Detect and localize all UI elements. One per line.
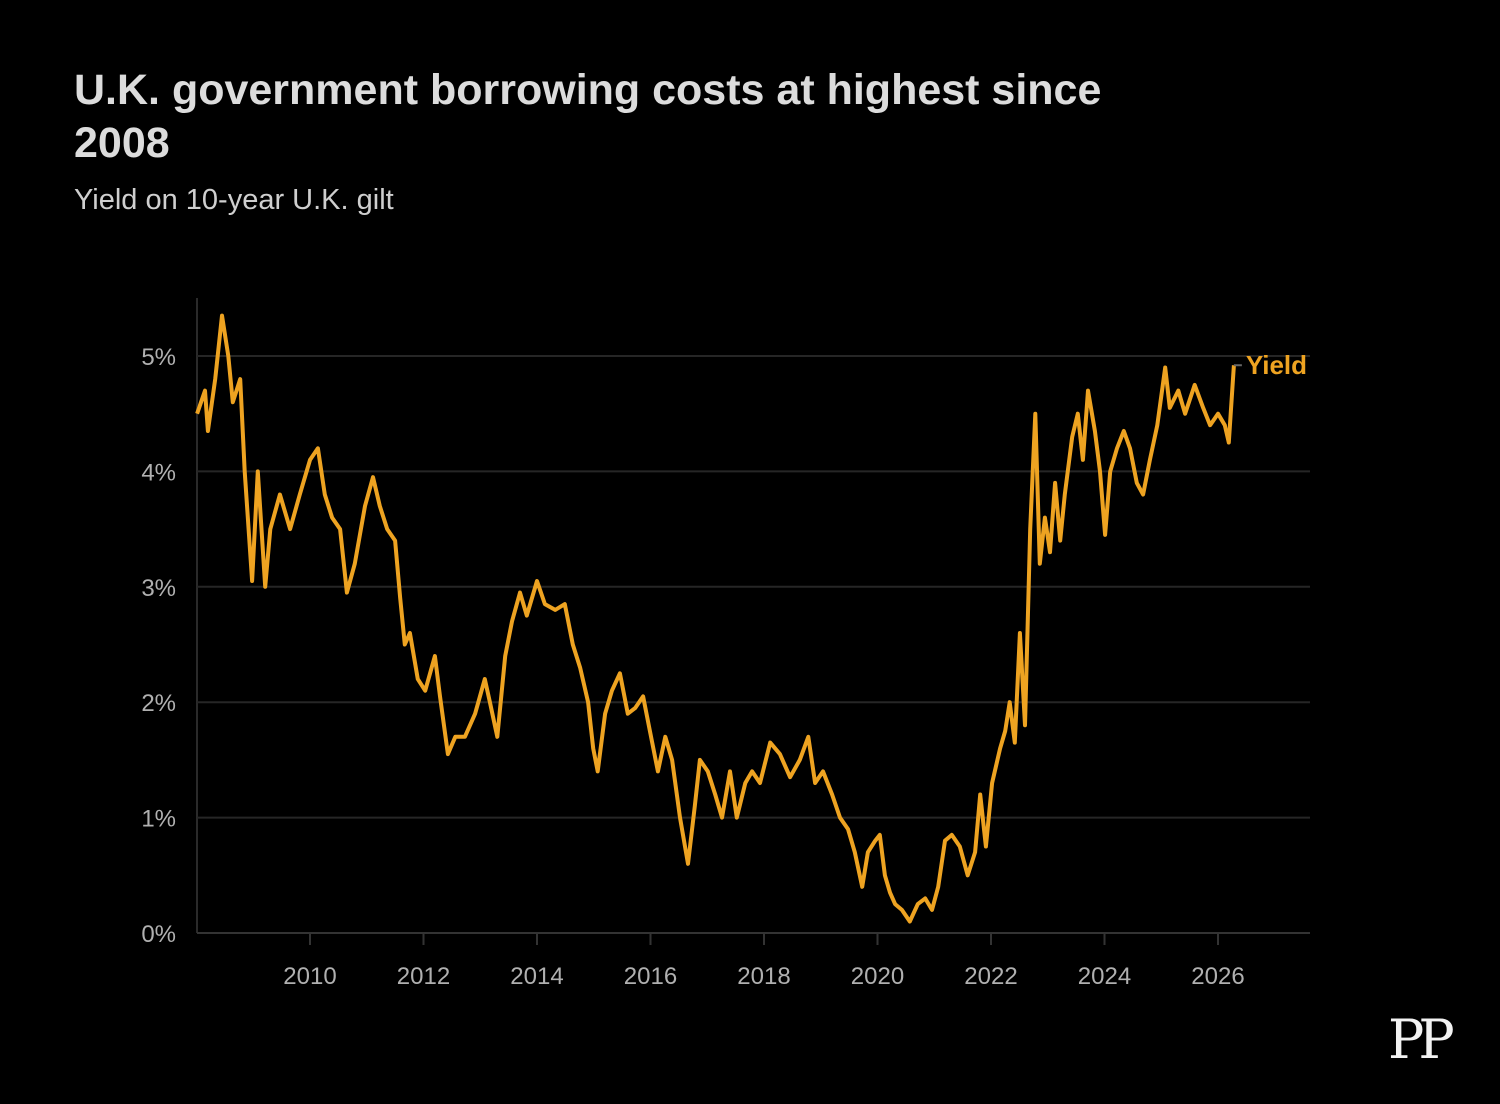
x-tick-label: 2024 bbox=[1078, 963, 1131, 990]
x-tick-label: 2022 bbox=[964, 963, 1017, 990]
x-tick-label: 2020 bbox=[851, 963, 904, 990]
chart-title: U.K. government borrowing costs at highe… bbox=[74, 66, 1102, 167]
y-tick-label: 1% bbox=[141, 806, 176, 833]
x-axis: 2010 2012 2014 2016 2018 2020 2022 2024 2026 bbox=[283, 933, 1245, 990]
x-tick-label: 2026 bbox=[1191, 963, 1244, 990]
y-tick-label: 4% bbox=[141, 459, 176, 486]
x-tick-label: 2012 bbox=[397, 963, 450, 990]
x-tick-label: 2016 bbox=[624, 963, 677, 990]
y-tick-label: 3% bbox=[141, 575, 176, 602]
series-group: Yield bbox=[195, 313, 1307, 924]
y-tick-label: 2% bbox=[141, 690, 176, 717]
y-axis: 0% 1% 2% 3% 4% 5% bbox=[141, 344, 176, 948]
publisher-logo: PP bbox=[1388, 1008, 1455, 1071]
x-tick-label: 2018 bbox=[737, 963, 790, 990]
x-tick-label: 2010 bbox=[283, 963, 336, 990]
gridlines bbox=[196, 298, 1310, 934]
x-tick-label: 2014 bbox=[510, 963, 563, 990]
yield-line bbox=[195, 313, 1236, 924]
chart-subtitle: Yield on 10-year U.K. gilt bbox=[74, 184, 394, 216]
series-label: Yield bbox=[1246, 350, 1307, 380]
y-tick-label: 0% bbox=[141, 921, 176, 948]
y-tick-label: 5% bbox=[141, 344, 176, 371]
